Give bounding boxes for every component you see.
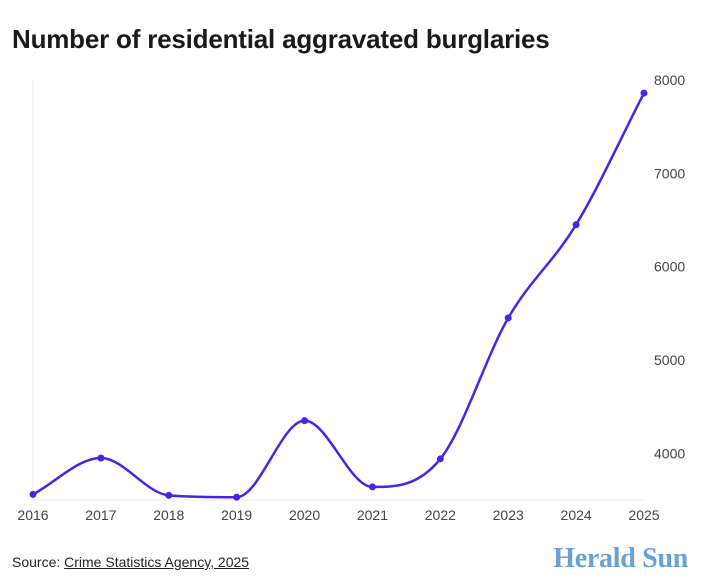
chart-title: Number of residential aggravated burglar…: [12, 24, 550, 54]
x-tick-label: 2024: [561, 507, 592, 523]
data-point: [504, 314, 512, 322]
line-chart: 4000 5000 6000 7000 8000 2016 2017 2018 2019 202…: [17, 72, 685, 523]
x-tick-label: 2023: [493, 507, 524, 523]
y-tick-label: 7000: [654, 165, 685, 181]
data-point: [29, 490, 37, 498]
y-tick-label: 5000: [654, 352, 685, 368]
y-tick-label: 4000: [654, 445, 685, 461]
x-tick-label: 2016: [17, 507, 48, 523]
data-points: [29, 89, 648, 501]
x-tick-label: 2020: [289, 507, 320, 523]
y-tick-label: 8000: [654, 72, 685, 88]
x-tick-label: 2021: [357, 507, 388, 523]
series-line: [31, 91, 646, 499]
data-point: [301, 417, 309, 425]
x-tick-label: 2022: [425, 507, 456, 523]
x-tick-label: 2018: [153, 507, 184, 523]
brand-logo: Herald Sun: [553, 543, 688, 574]
data-point: [233, 493, 241, 501]
data-point: [640, 89, 648, 97]
data-point: [436, 455, 444, 463]
x-tick-label: 2025: [628, 507, 659, 523]
data-point: [165, 491, 173, 499]
x-tick-label: 2017: [85, 507, 116, 523]
source-link[interactable]: Crime Statistics Agency, 2025: [64, 554, 250, 570]
y-tick-label: 6000: [654, 259, 685, 275]
y-axis: 4000 5000 6000 7000 8000: [654, 72, 685, 461]
x-axis: 2016 2017 2018 2019 2020 2021 2022 2023 2024 2025: [17, 507, 659, 523]
data-point: [97, 454, 105, 462]
source-prefix: Source:: [12, 554, 65, 570]
data-point: [368, 483, 376, 491]
source-note: Source: Crime Statistics Agency, 2025: [12, 554, 249, 570]
x-tick-label: 2019: [221, 507, 252, 523]
data-point: [572, 221, 580, 229]
